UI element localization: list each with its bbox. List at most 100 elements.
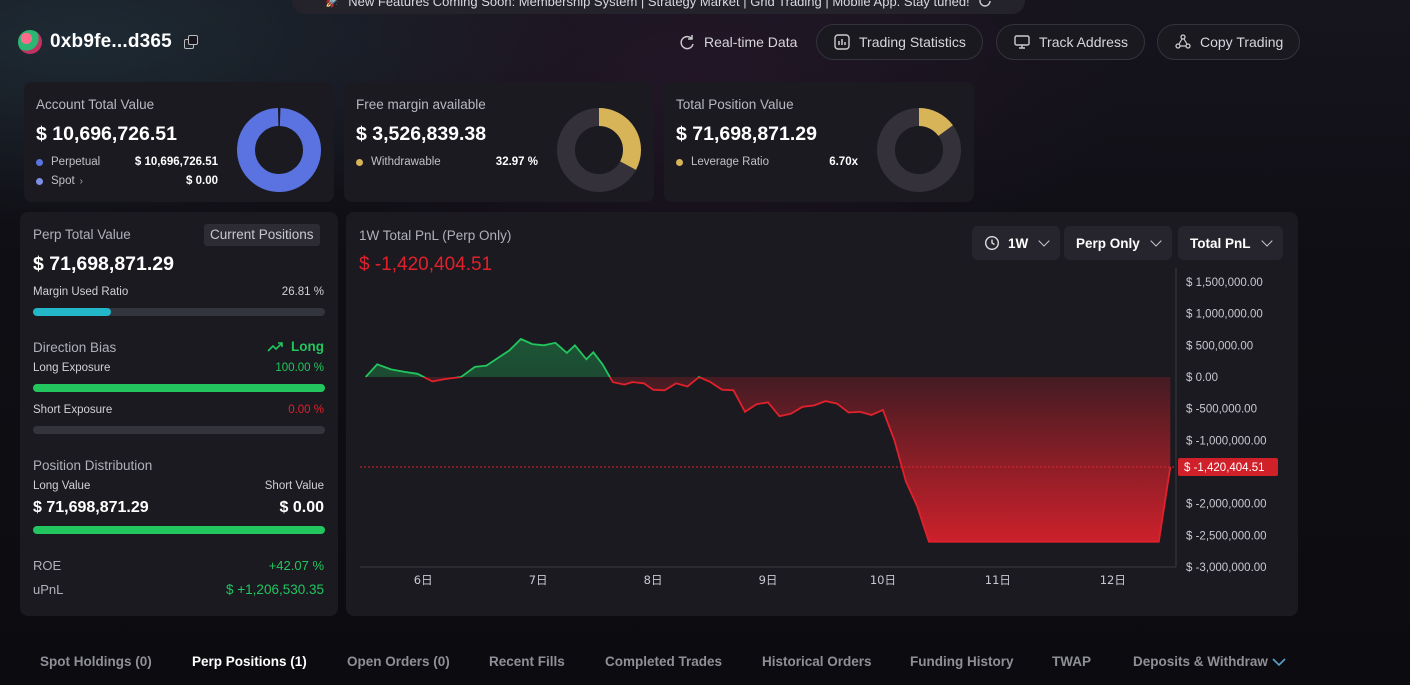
long-value: $ 71,698,871.29 — [33, 499, 149, 516]
spot-dot — [36, 177, 43, 185]
y-tick-label: $ 1,500,000.00 — [1186, 277, 1263, 289]
negative-line — [365, 377, 1172, 543]
tab-open-orders-0[interactable]: Open Orders (0) — [347, 654, 450, 669]
metric-value: Total PnL — [1190, 235, 1251, 251]
leverage-value: 6.70x — [829, 156, 858, 168]
leverage-donut-chart — [877, 108, 961, 192]
free-margin-label: Free margin available — [356, 97, 486, 112]
track-address-button[interactable]: Track Address — [996, 24, 1145, 60]
x-tick-label: 11日 — [985, 573, 1011, 587]
account-total-label: Account Total Value — [36, 97, 155, 112]
clock-icon — [984, 235, 1000, 251]
tab-completed-trades[interactable]: Completed Trades — [605, 654, 723, 669]
realtime-data-button[interactable]: Real-time Data — [662, 24, 813, 60]
scope-value: Perp Only — [1076, 235, 1140, 251]
position-distribution-label: Position Distribution — [33, 458, 153, 473]
positive-line — [365, 337, 702, 377]
avatar — [18, 30, 42, 54]
tab-spot-holdings-0[interactable]: Spot Holdings (0) — [40, 654, 152, 669]
short-exposure-value: 0.00 % — [288, 404, 324, 416]
pnl-line-chart: $ 1,500,000.00 $ 1,000,000.00 $ 500,000.00… — [360, 268, 1278, 587]
x-tick-label: 12日 — [1100, 573, 1126, 587]
direction-bias-label: Direction Bias — [33, 340, 117, 355]
short-value: $ 0.00 — [279, 499, 324, 516]
total-position-value: $ 71,698,871.29 — [676, 123, 817, 145]
period-dropdown[interactable]: 1W — [972, 226, 1061, 260]
perp-total-value: $ 71,698,871.29 — [33, 253, 174, 275]
long-value-label: Long Value — [33, 480, 91, 492]
upnl-label: uPnL — [33, 582, 64, 597]
short-value-label: Short Value — [264, 480, 324, 492]
withdrawable-label: Withdrawable — [371, 156, 441, 168]
scope-dropdown[interactable]: Perp Only — [1064, 226, 1172, 260]
spot-value: $ 0.00 — [186, 175, 218, 187]
free-margin-card: Free margin available $ 3,526,839.38 Wit… — [344, 82, 654, 202]
tab-twap[interactable]: TWAP — [1052, 654, 1091, 669]
pnl-value: $ -1,420,404.51 — [359, 254, 493, 275]
x-tick-label: 6日 — [414, 573, 433, 587]
y-tick-label: $ 0.00 — [1186, 372, 1218, 384]
direction-bias-text: Long — [291, 339, 324, 354]
tab-bar: Spot Holdings (0) Perp Positions (1) Open … — [0, 650, 1410, 676]
announcement-text: New Features Coming Soon: Membership Sys… — [348, 0, 970, 9]
copy-trading-label: Copy Trading — [1200, 34, 1284, 50]
leverage-label: Leverage Ratio — [691, 156, 769, 168]
perpetual-label: Perpetual — [51, 156, 101, 168]
y-tick-label: $ -3,000,000.00 — [1186, 562, 1267, 574]
trend-up-icon — [267, 341, 283, 352]
tab-funding-history[interactable]: Funding History — [910, 654, 1014, 669]
y-tick-label: $ 1,000,000.00 — [1186, 309, 1263, 321]
track-address-label: Track Address — [1039, 34, 1128, 50]
chevron-down-icon[interactable] — [1270, 656, 1288, 668]
upnl-value: $ +1,206,530.35 — [226, 582, 324, 597]
trading-statistics-label: Trading Statistics — [859, 34, 966, 50]
pnl-chart-panel: 1W Total PnL (Perp Only) $ -1,420,404.51 — [346, 212, 1298, 616]
announcement-bar[interactable]: 🚀 New Features Coming Soon: Membership S… — [292, 0, 1025, 14]
legend-leverage: Leverage Ratio 6.70x — [676, 156, 858, 168]
long-exposure-bar — [33, 384, 325, 392]
free-margin-value: $ 3,526,839.38 — [356, 123, 487, 145]
margin-used-value: 26.81 % — [281, 286, 324, 298]
bar-chart-icon — [834, 34, 850, 50]
direction-bias-value: Long — [267, 339, 324, 354]
negative-area — [365, 377, 1171, 542]
tab-perp-positions-1[interactable]: Perp Positions (1) — [192, 654, 307, 669]
margin-used-fill — [33, 308, 112, 316]
current-positions-button[interactable]: Current Positions — [204, 224, 320, 246]
copy-icon[interactable] — [183, 35, 198, 49]
metric-dropdown[interactable]: Total PnL — [1178, 226, 1283, 260]
total-position-card: Total Position Value $ 71,698,871.29 Lev… — [664, 82, 974, 202]
current-value-badge — [1178, 457, 1278, 476]
margin-donut-chart — [557, 108, 641, 192]
account-donut-chart — [237, 108, 321, 192]
roe-label: ROE — [33, 558, 62, 573]
y-tick-label: $ -2,500,000.00 — [1186, 530, 1267, 542]
legend-perpetual: Perpetual $ 10,696,726.51 — [36, 156, 218, 168]
refresh-icon[interactable] — [978, 0, 992, 8]
withdrawable-dot — [356, 158, 363, 166]
tab-recent-fills[interactable]: Recent Fills — [489, 654, 565, 669]
x-tick-label: 7日 — [529, 573, 548, 587]
positive-area — [365, 339, 1171, 377]
perpetual-dot — [36, 158, 43, 166]
tab-historical-orders[interactable]: Historical Orders — [762, 654, 872, 669]
rocket-icon: 🚀 — [325, 0, 341, 8]
chevron-down-icon — [1260, 235, 1273, 247]
trading-statistics-button[interactable]: Trading Statistics — [816, 24, 983, 60]
pnl-title: 1W Total PnL (Perp Only) — [359, 228, 512, 243]
legend-spot[interactable]: Spot › $ 0.00 — [36, 175, 218, 187]
realtime-data-label: Real-time Data — [704, 34, 798, 50]
x-tick-label: 8日 — [644, 573, 663, 587]
tab-deposits-withdraw[interactable]: Deposits & Withdraw — [1133, 654, 1268, 669]
withdrawable-value: 32.97 % — [495, 156, 538, 168]
margin-used-label: Margin Used Ratio — [33, 286, 129, 298]
roe-value: +42.07 % — [268, 558, 324, 573]
current-value-label: $ -1,420,404.51 — [1184, 462, 1265, 474]
copy-trading-button[interactable]: Copy Trading — [1157, 24, 1301, 60]
perp-summary-panel: Perp Total Value Current Positions $ 71,… — [20, 212, 338, 616]
short-exposure-bar — [33, 426, 325, 434]
legend-withdrawable: Withdrawable 32.97 % — [356, 156, 538, 168]
leverage-dot — [676, 158, 683, 166]
monitor-icon — [1014, 35, 1030, 49]
address-header: 0xb9fe...d365 — [18, 30, 198, 54]
